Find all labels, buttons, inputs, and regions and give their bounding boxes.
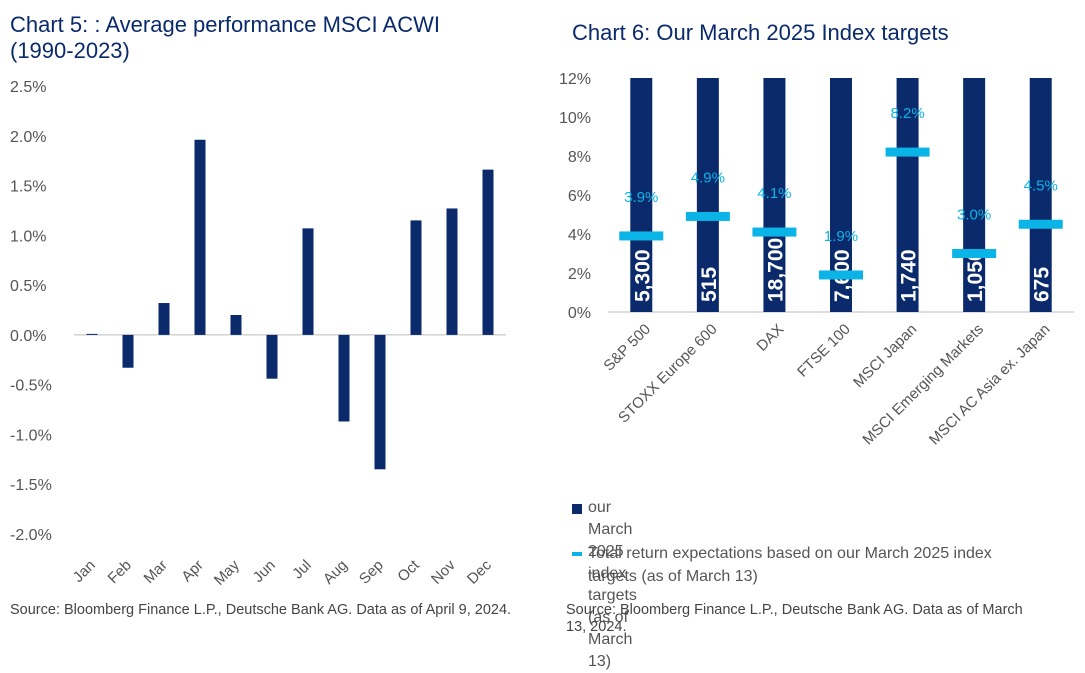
return-label: 8.2%: [890, 105, 924, 122]
bar-dec: [482, 169, 494, 335]
return-marker: [1018, 219, 1063, 229]
y-tick-label: 2.5%: [10, 79, 46, 96]
legend-label-return-line1: Total return expectations based on our M…: [588, 545, 992, 562]
y-tick-label: 0.5%: [10, 278, 46, 295]
legend-swatch-bar: [572, 504, 582, 514]
index-target-bar: [830, 78, 852, 312]
x-tick-label: Jan: [70, 557, 99, 586]
x-tick-label: MSCI AC Asia ex. Japan: [926, 321, 1054, 449]
x-tick-label: Aug: [320, 557, 351, 588]
y-tick-label: 1.0%: [10, 228, 46, 245]
index-target-label: 515: [698, 267, 721, 302]
return-label: 4.5%: [1024, 177, 1058, 194]
index-target-bar: [1029, 78, 1052, 312]
chart5-source: Source: Bloomberg Finance L.P., Deutsche…: [10, 602, 512, 618]
chart5-plot: 2.5% 2.0% 1.5% 1.0% 0.5% 0.0% -0.5% -1.0% -1.5% -…: [10, 79, 506, 589]
chart6-source: Source: Bloomberg Finance L.P., Deutsche…: [566, 602, 1023, 635]
x-tick-label: Sep: [356, 557, 387, 588]
y-tick-label: 6%: [568, 188, 591, 205]
return-label: 3.9%: [624, 189, 658, 206]
bar-mar: [158, 303, 170, 335]
x-tick-label: Jun: [250, 557, 279, 586]
x-tick-label: Dec: [464, 556, 495, 587]
bar-feb: [122, 334, 134, 368]
x-tick-label: Mar: [141, 557, 171, 587]
x-tick-label: Oct: [394, 556, 423, 585]
y-tick-label: -1.5%: [10, 477, 52, 494]
legend-swatch-dash: [572, 552, 582, 556]
x-tick-label: Jul: [289, 557, 315, 583]
index-target-label: 1,740: [898, 249, 921, 302]
return-marker: [885, 147, 930, 157]
y-tick-label: 8%: [568, 149, 591, 166]
x-tick-label: FTSE 100: [794, 321, 854, 381]
bar-apr: [194, 139, 206, 335]
legend-label-return-line2: targets (as of March 13): [588, 568, 758, 585]
y-tick-label: 0%: [568, 305, 591, 322]
y-tick-label: 2%: [568, 266, 591, 283]
return-marker: [819, 270, 863, 280]
bar-jul: [302, 228, 314, 335]
bar-aug: [338, 334, 350, 422]
return-label: 4.9%: [691, 169, 725, 186]
x-tick-label: May: [211, 556, 243, 588]
bar-may: [230, 314, 242, 335]
x-tick-label: DAX: [753, 321, 787, 355]
y-tick-label: -2.0%: [10, 527, 52, 544]
y-tick-label: 10%: [559, 110, 591, 127]
x-tick-label: Nov: [428, 556, 459, 587]
index-target-label: 5,300: [631, 249, 654, 302]
index-target-label: 18,700: [764, 238, 787, 302]
return-label: 4.1%: [757, 185, 791, 202]
return-label: 1.9%: [824, 228, 858, 245]
chart6-title: Chart 6: Our March 2025 Index targets: [572, 20, 949, 45]
y-tick-label: 12%: [559, 71, 591, 88]
return-marker: [685, 211, 730, 221]
return-marker: [952, 249, 997, 258]
index-target-bar: [763, 78, 786, 312]
x-tick-label: Feb: [105, 557, 135, 587]
return-marker: [752, 227, 797, 237]
index-target-label: 1,050: [964, 249, 987, 302]
index-target-bar: [630, 78, 653, 312]
index-target-bar: [696, 78, 719, 312]
legend-label-index-targets: our March 2025 index targets (as of Marc…: [588, 499, 637, 670]
x-tick-label: S&P 500: [600, 321, 654, 375]
bar-oct: [410, 220, 422, 335]
bar-nov: [446, 208, 458, 335]
y-tick-label: -1.0%: [10, 427, 52, 444]
y-tick-label: 4%: [568, 227, 591, 244]
index-target-bar: [896, 78, 919, 312]
y-tick-label: 2.0%: [10, 129, 46, 146]
y-tick-label: 1.5%: [10, 179, 46, 196]
bar-jun: [266, 334, 278, 379]
index-target-label: 675: [1031, 267, 1054, 302]
chart5-title: Chart 5: : Average performance MSCI ACWI…: [10, 12, 440, 63]
x-tick-label: Apr: [178, 557, 207, 586]
bar-jan: [86, 333, 98, 335]
bar-sep: [374, 334, 386, 470]
x-tick-label: MSCI Japan: [850, 321, 920, 391]
return-label: 3.0%: [957, 207, 991, 224]
x-tick-label: MSCI Emerging Markets: [859, 321, 987, 449]
return-marker: [619, 231, 664, 241]
y-tick-label: -0.5%: [10, 378, 52, 395]
y-tick-label: 0.0%: [10, 328, 46, 345]
